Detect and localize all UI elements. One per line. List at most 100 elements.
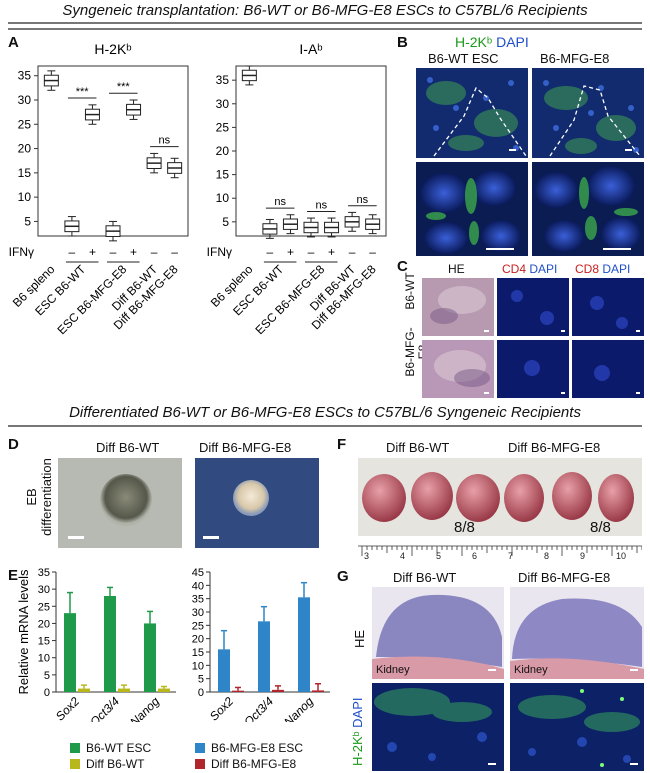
bottom-divider	[8, 425, 642, 427]
y-tick-label: 20	[216, 144, 230, 158]
y-tick-label: 25	[216, 120, 230, 134]
bar	[232, 690, 244, 692]
y-tick-label: 25	[192, 620, 204, 632]
y-tick-label: 35	[216, 73, 230, 87]
panel-c-row1: B6-WT	[403, 272, 417, 310]
category-label: Oct3/4	[87, 694, 122, 722]
y-tick-label: 30	[38, 584, 50, 596]
legend-wt: B6-WT ESC Diff B6-WT	[70, 741, 151, 771]
chart-title: I-Aᵇ	[299, 41, 322, 57]
panel-label-c: C	[397, 258, 408, 275]
ifn-sign: +	[130, 245, 137, 259]
panel-d-col2: Diff B6-MFG-E8	[199, 440, 292, 455]
y-tick-label: 40	[192, 580, 204, 592]
ifn-sign: –	[151, 245, 158, 259]
significance-label: ***	[76, 86, 90, 98]
panel-c-micrographs	[422, 278, 644, 398]
top-divider	[8, 22, 642, 24]
ifn-sign: –	[369, 245, 376, 259]
ifn-label: IFNγ	[207, 245, 232, 259]
significance-label: ***	[117, 81, 131, 93]
ifn-sign: –	[267, 245, 274, 259]
category-label: Sox2	[53, 694, 82, 722]
top-divider-2	[8, 28, 642, 30]
significance-label: ns	[357, 194, 369, 206]
significance-label: ns	[274, 196, 286, 208]
ifn-sign: +	[328, 245, 335, 259]
y-tick-label: 5	[222, 215, 229, 229]
top-header: Syngeneic transplantation: B6-WT or B6-M…	[62, 2, 588, 19]
y-tick-label: 5	[44, 670, 50, 682]
ifn-sign: +	[287, 245, 294, 259]
legend-item-wt-diff: Diff B6-WT	[70, 757, 151, 771]
y-tick-label: 45	[192, 567, 204, 579]
panel-d-side: EB differentiation	[24, 458, 54, 536]
y-tick-label: 20	[18, 142, 32, 156]
tumor-mfg-3	[598, 474, 634, 522]
legend-label: Diff B6-WT	[86, 757, 145, 771]
panel-b-micrographs	[416, 68, 644, 256]
ruler-label: 4	[400, 551, 405, 560]
y-tick-label: 35	[18, 69, 32, 83]
category-label: Oct3/4	[241, 694, 276, 722]
ruler-label: 10	[616, 551, 626, 560]
y-tick-label: 20	[38, 618, 50, 630]
ifn-label: IFNγ	[9, 245, 34, 259]
y-tick-label: 10	[192, 660, 204, 672]
ruler-label: 7	[508, 551, 513, 560]
significance-label: ns	[159, 135, 171, 147]
plot-frame	[235, 65, 387, 237]
count-label-wt: 8/8	[454, 519, 475, 536]
y-tick-label: 15	[192, 647, 204, 659]
bar	[218, 649, 230, 692]
bar	[64, 613, 76, 692]
panel-label-e: E	[8, 567, 19, 584]
bar	[144, 623, 156, 692]
legend-swatch	[195, 743, 205, 753]
legend-swatch	[195, 759, 205, 769]
dapi-label-c2: DAPI	[602, 262, 631, 276]
cd8-label: CD8	[575, 262, 600, 276]
y-tick-label: 10	[216, 191, 230, 205]
y-tick-label: 15	[38, 636, 50, 648]
dapi-label-g: DAPI	[350, 697, 365, 728]
tumor-wt-2	[411, 472, 453, 520]
bar	[258, 621, 270, 692]
dapi-label-c1: DAPI	[529, 262, 558, 276]
panel-b-col2: B6-MFG-E8	[540, 51, 610, 66]
panel-b-title: H-2Kᵇ DAPI	[455, 34, 529, 50]
bar	[158, 688, 170, 692]
tumor-wt-1	[362, 474, 406, 522]
y-axis-label: Relative mRNA levels	[16, 569, 31, 694]
bar	[104, 596, 116, 692]
panel-f-col1: Diff B6-WT	[386, 440, 450, 455]
ifn-sign: –	[349, 245, 356, 259]
ruler-label: 5	[436, 551, 441, 560]
plot-frame	[37, 65, 189, 237]
y-tick-label: 35	[38, 567, 50, 579]
tumor-mfg-2	[552, 472, 592, 520]
category-label: Nanog	[127, 694, 162, 722]
ifn-sign: –	[171, 245, 178, 259]
y-tick-label: 20	[192, 634, 204, 646]
y-tick-label: 25	[38, 601, 50, 613]
h2kb-label-g: H-2Kᵇ	[350, 731, 365, 766]
y-tick-label: 30	[216, 97, 230, 111]
significance-label: ns	[315, 199, 327, 211]
panel-g-micrographs: Kidney Kidney	[372, 587, 644, 771]
bar-chart-wt: Relative mRNA levels 0 5 10 15 20 25 30 35 Sox2 Oc…	[16, 567, 176, 722]
bar	[118, 688, 130, 692]
y-tick-label: 5	[24, 214, 31, 228]
panel-d-images	[58, 458, 319, 548]
panel-label-g: G	[337, 568, 349, 585]
tumor-mfg-1	[504, 474, 544, 522]
panel-f-col2: Diff B6-MFG-E8	[508, 440, 601, 455]
bottom-header: Differentiated B6-WT or B6-MFG-E8 ESCs t…	[69, 404, 581, 421]
legend-swatch	[70, 759, 80, 769]
ruler-label: 9	[580, 551, 585, 560]
cd4-label: CD4	[502, 262, 527, 276]
ifn-sign: –	[308, 245, 315, 259]
y-tick-label: 10	[38, 653, 50, 665]
panel-g-h2k: H-2Kᵇ DAPI	[350, 698, 365, 767]
legend-swatch	[70, 743, 80, 753]
